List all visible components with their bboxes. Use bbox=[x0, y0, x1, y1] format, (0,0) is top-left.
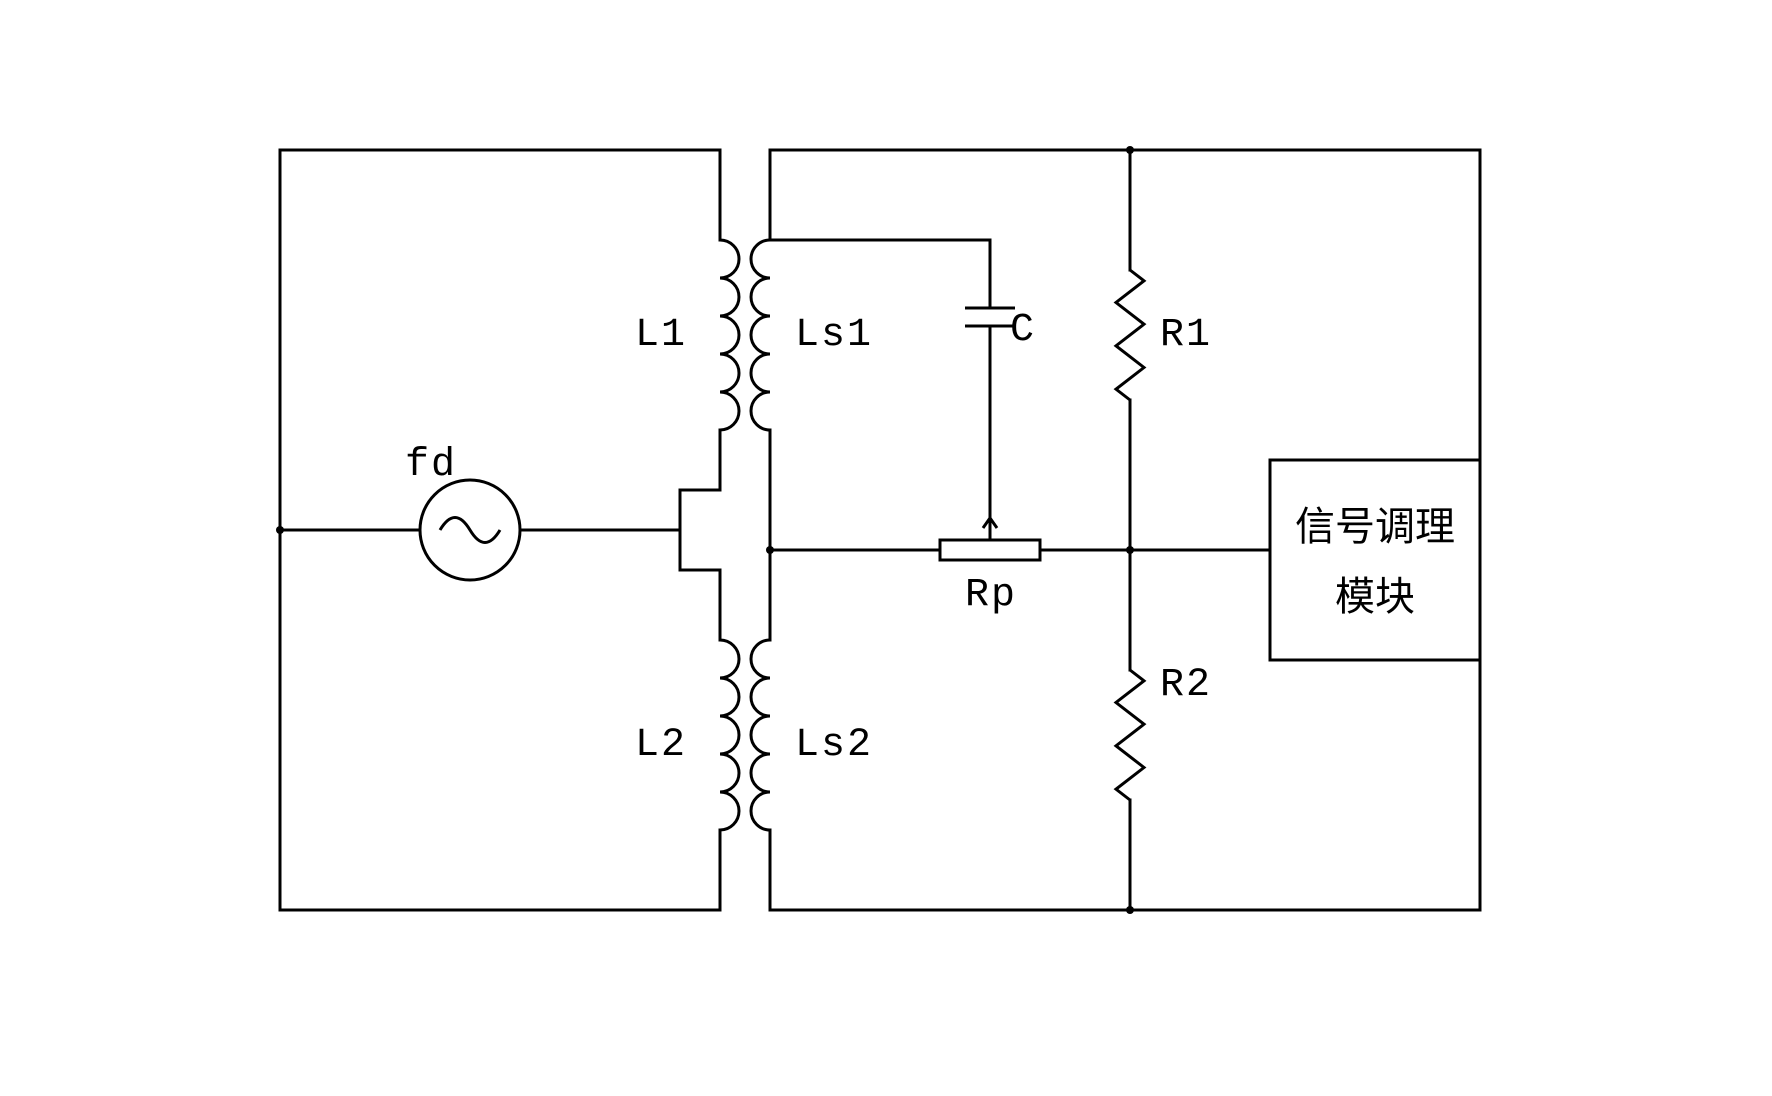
label-R1: R1 bbox=[1160, 313, 1212, 358]
label-R2: R2 bbox=[1160, 663, 1212, 708]
label-block-1: 信号调理 bbox=[1295, 504, 1455, 549]
transformer-coils bbox=[720, 240, 770, 830]
label-block-2: 模块 bbox=[1335, 574, 1415, 619]
circuit-schematic: fd L1 L2 Ls1 Ls2 C R1 R2 Rp 信号调理模块 bbox=[0, 0, 1772, 1096]
label-L2: L2 bbox=[635, 723, 687, 768]
label-Ls1: Ls1 bbox=[795, 313, 873, 358]
ac-sine bbox=[440, 518, 500, 543]
labels: fd L1 L2 Ls1 Ls2 C R1 R2 Rp 信号调理模块 bbox=[405, 308, 1455, 768]
signal-conditioning-block bbox=[1270, 460, 1480, 660]
label-L1: L1 bbox=[635, 313, 687, 358]
label-C: C bbox=[1010, 308, 1036, 353]
potentiometer-body bbox=[940, 540, 1040, 560]
label-Ls2: Ls2 bbox=[795, 723, 873, 768]
label-source: fd bbox=[405, 443, 457, 488]
label-Rp: Rp bbox=[965, 573, 1017, 618]
